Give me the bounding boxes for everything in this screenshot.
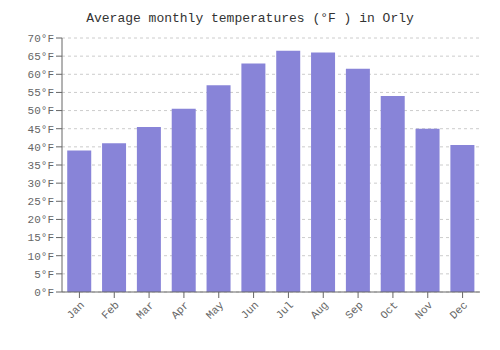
svg-text:Jul: Jul (274, 299, 296, 321)
svg-text:50°F: 50°F (28, 105, 54, 117)
svg-text:Mar: Mar (134, 299, 156, 321)
svg-text:45°F: 45°F (28, 124, 54, 136)
svg-text:May: May (204, 299, 227, 322)
svg-text:20°F: 20°F (28, 214, 54, 226)
svg-text:Feb: Feb (99, 299, 121, 321)
svg-text:25°F: 25°F (28, 196, 54, 208)
svg-text:Aug: Aug (308, 299, 330, 321)
html-text:Average monthly temperatures (: Average monthly temperatures (°F ) in Or… (86, 11, 414, 26)
svg-text:Dec: Dec (448, 299, 470, 321)
svg-text:Jun: Jun (239, 299, 261, 321)
svg-text:35°F: 35°F (28, 160, 54, 172)
svg-text:Sep: Sep (343, 299, 365, 321)
svg-text:5°F: 5°F (34, 269, 54, 281)
svg-text:60°F: 60°F (28, 69, 54, 81)
svg-text:Jan: Jan (65, 299, 87, 321)
svg-text:55°F: 55°F (28, 87, 54, 99)
svg-text:15°F: 15°F (28, 232, 54, 244)
svg-text:30°F: 30°F (28, 178, 54, 190)
svg-text:10°F: 10°F (28, 251, 54, 263)
svg-text:70°F: 70°F (28, 33, 54, 45)
svg-text:Nov: Nov (413, 299, 436, 322)
svg-text:40°F: 40°F (28, 142, 54, 154)
svg-text:0°F: 0°F (34, 287, 54, 299)
svg-text:65°F: 65°F (28, 51, 54, 63)
svg-text:Oct: Oct (378, 299, 400, 321)
svg-text:Apr: Apr (169, 299, 191, 321)
